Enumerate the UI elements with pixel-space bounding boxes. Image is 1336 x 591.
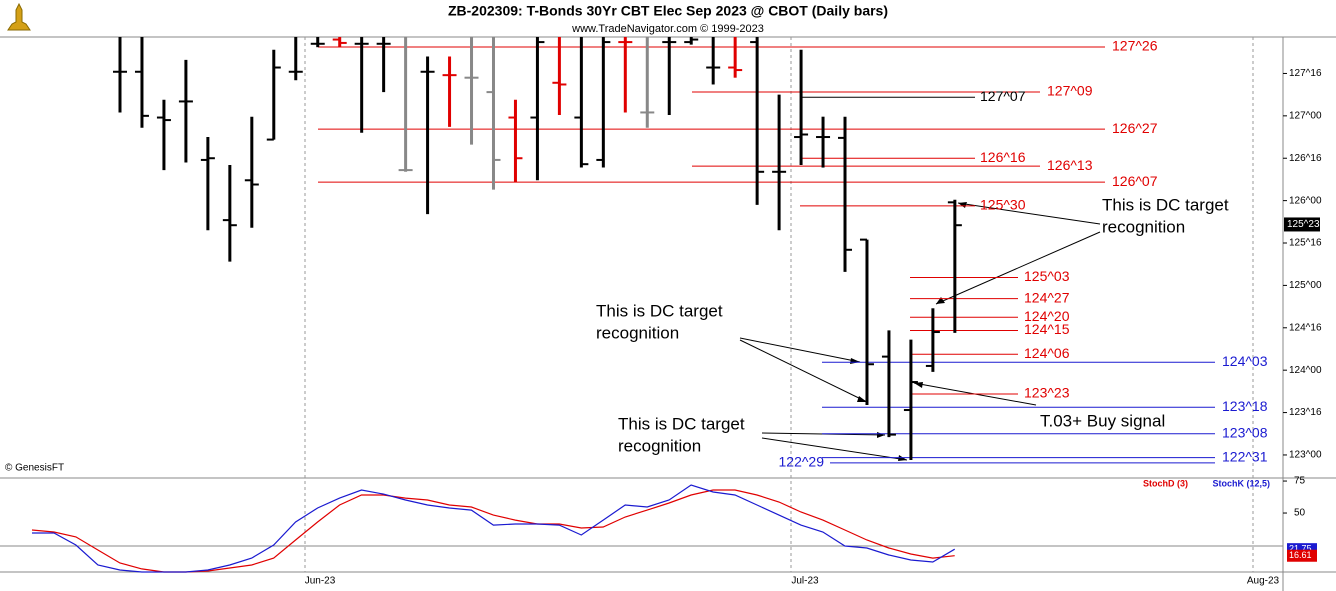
level-label: 122^29	[779, 454, 825, 470]
annotation: This is DC target	[618, 414, 745, 433]
x-tick-label: Jun-23	[305, 576, 336, 587]
level-label: 126^16	[980, 149, 1026, 165]
level-label: 126^07	[1112, 173, 1158, 189]
y-tick-label: 126^16	[1289, 153, 1322, 164]
y-tick-label: 123^00	[1289, 450, 1322, 461]
level-label: 124^27	[1024, 289, 1070, 305]
level-label: 125^30	[980, 197, 1026, 213]
y-tick-label: 75	[1294, 476, 1306, 487]
y-tick-label: 125^00	[1289, 280, 1322, 291]
chart-subtitle: www.TradeNavigator.com © 1999-2023	[571, 23, 764, 35]
level-label: 124^15	[1024, 321, 1070, 337]
level-label: 127^26	[1112, 38, 1158, 54]
level-label: 124^20	[1024, 308, 1070, 324]
price-tag	[1284, 217, 1320, 232]
level-label: 124^03	[1222, 353, 1268, 369]
annotation: This is DC target	[1102, 195, 1229, 214]
legend-label: StochK (12,5)	[1212, 478, 1270, 488]
value-tag-label: 16.61	[1289, 550, 1312, 560]
annotation: T.03+ Buy signal	[1040, 411, 1165, 430]
level-label: 123^08	[1222, 424, 1268, 440]
y-tick-label: 124^16	[1289, 322, 1322, 333]
credit: © GenesisFT	[5, 463, 64, 474]
y-tick-label: 125^16	[1289, 238, 1322, 249]
annotation: recognition	[618, 436, 701, 455]
y-tick-label: 124^00	[1289, 365, 1322, 376]
level-label: 127^07	[980, 88, 1026, 104]
level-label: 123^23	[1024, 385, 1070, 401]
y-tick-label: 127^16	[1289, 68, 1322, 79]
stoch-line	[32, 484, 956, 573]
annotation: recognition	[1102, 217, 1185, 236]
value-tag	[1287, 549, 1317, 562]
legend-label: StochD (3)	[1143, 478, 1188, 488]
level-label: 125^03	[1024, 268, 1070, 284]
chart-title: ZB-202309: T-Bonds 30Yr CBT Elec Sep 202…	[448, 3, 888, 19]
level-label: 122^31	[1222, 448, 1268, 464]
y-tick-label: 123^16	[1289, 407, 1322, 418]
y-tick-label: 127^00	[1289, 110, 1322, 121]
x-tick-label: Aug-23	[1247, 576, 1280, 587]
value-tag-label: 21.75	[1289, 544, 1312, 554]
bars	[113, 37, 962, 461]
annotation: This is DC target	[596, 301, 723, 320]
price-tag-label: 125^23	[1287, 219, 1320, 230]
logo	[7, 2, 31, 31]
y-tick-label: 50	[1294, 508, 1306, 519]
annotation: recognition	[596, 323, 679, 342]
level-label: 123^18	[1222, 398, 1268, 414]
level-label: 127^09	[1047, 83, 1093, 99]
level-label: 124^06	[1024, 345, 1070, 361]
x-tick-label: Jul-23	[791, 576, 819, 587]
level-label: 126^13	[1047, 157, 1093, 173]
y-tick-label: 126^00	[1289, 195, 1322, 206]
level-label: 126^27	[1112, 120, 1158, 136]
